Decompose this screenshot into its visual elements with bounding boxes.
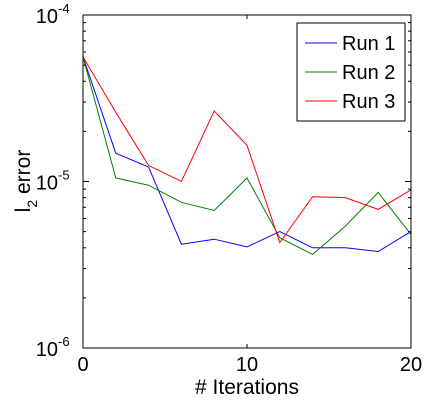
y-axis-label-main: l <box>12 208 35 213</box>
y-tick-label-exponent-1: -5 <box>58 168 70 183</box>
y-axis-label-subscript: 2 <box>24 200 40 208</box>
series-layer <box>82 56 412 255</box>
x-tick-label-2: 20 <box>400 354 422 376</box>
series-line-1 <box>82 56 412 253</box>
y-axis-label-text: l2 error <box>12 150 40 213</box>
y-axis-label: l2 error <box>12 150 40 213</box>
y-tick-label-exponent-0: -6 <box>58 334 70 349</box>
legend-label-1: Run 1 <box>342 33 395 55</box>
y-tick-label-base-1: 10 <box>36 173 58 195</box>
series-line-2 <box>82 56 412 255</box>
legend-label-2: Run 2 <box>342 62 395 84</box>
legend-label-3: Run 3 <box>342 91 395 113</box>
legend: Run 1 Run 2 Run 3 <box>296 22 406 122</box>
y-tick-label-exponent-2: -4 <box>58 1 70 16</box>
x-tick-label-1: 10 <box>236 354 258 376</box>
y-tick-label-base-2: 10 <box>36 6 58 28</box>
plot-frame <box>82 14 412 349</box>
x-tick-label-0: 0 <box>77 354 88 376</box>
y-axis-label-rest: error <box>12 150 35 200</box>
y-tick-label-base-0: 10 <box>36 339 58 361</box>
x-axis-label: # Iterations <box>195 376 299 399</box>
series-line-3 <box>82 56 412 244</box>
